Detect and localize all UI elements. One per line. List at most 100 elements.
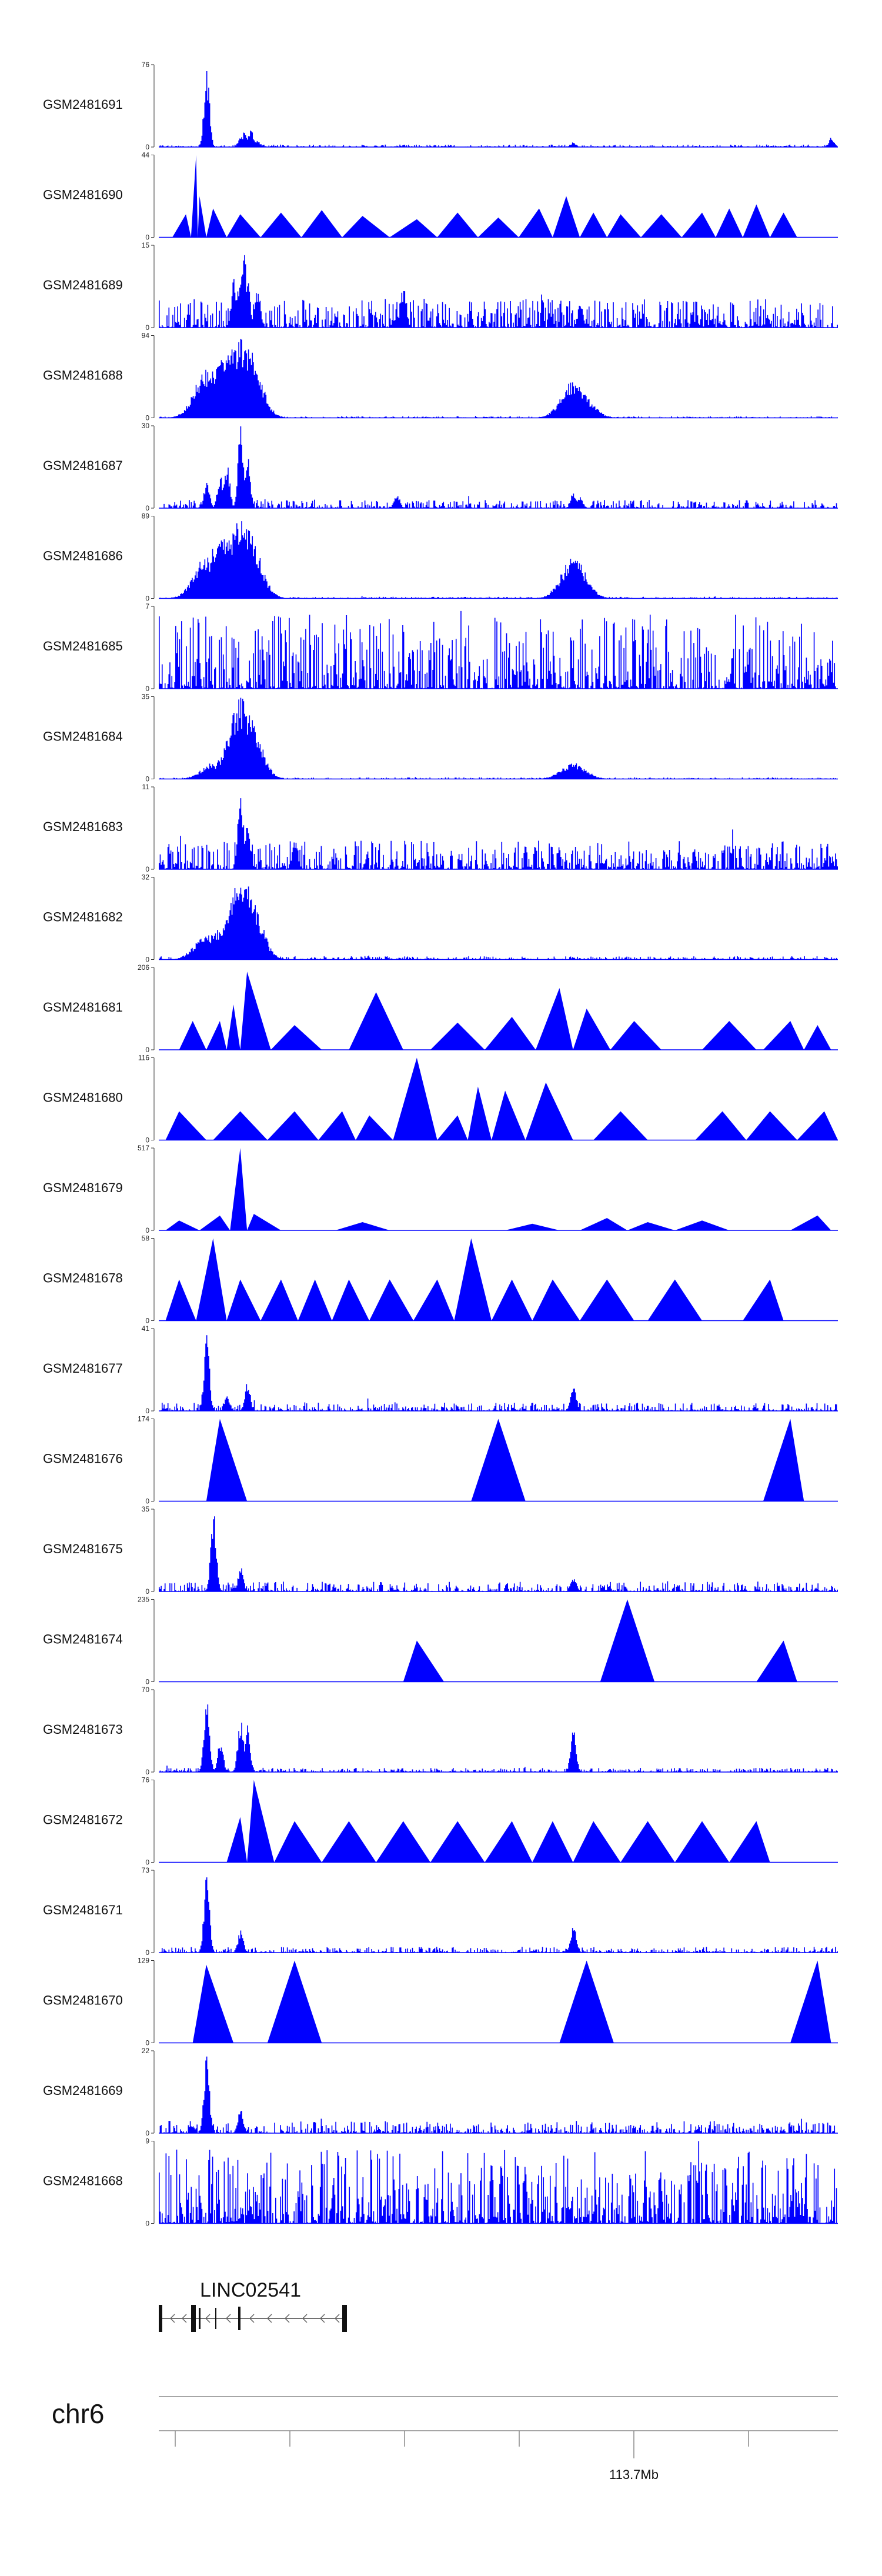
track-GSM2481676: GSM2481676 174 0 — [43, 1415, 838, 1506]
signal-peak — [260, 212, 302, 238]
y-min-label: 0 — [145, 775, 149, 783]
signal-peak — [165, 1279, 196, 1321]
signal-peak — [536, 988, 573, 1050]
y-min-label: 0 — [145, 143, 149, 151]
gene-exon — [342, 2305, 347, 2332]
signal-peak — [505, 1223, 560, 1230]
signal-area — [159, 521, 838, 599]
y-min-label: 0 — [145, 1226, 149, 1234]
signal-peak — [376, 1821, 430, 1863]
y-min-label: 0 — [145, 1317, 149, 1325]
signal-area — [159, 2056, 838, 2133]
signal-peak — [559, 1960, 614, 2043]
track-label: GSM2481669 — [43, 2083, 123, 2098]
signal-area — [159, 1704, 838, 1772]
signal-area — [159, 1335, 838, 1411]
signal-peak — [403, 1640, 445, 1682]
signal-peak — [226, 1005, 240, 1050]
signal-peak — [552, 196, 580, 238]
strand-arrow — [205, 2314, 211, 2323]
y-max-label: 206 — [138, 963, 149, 972]
signal-peak — [477, 217, 519, 238]
signal-peak — [335, 1222, 390, 1230]
gene-exon — [215, 2308, 216, 2329]
signal-peak — [763, 1419, 804, 1501]
axis-ticks — [175, 2431, 749, 2458]
track-label: GSM2481670 — [43, 1993, 123, 2008]
y-max-label: 517 — [138, 1144, 149, 1152]
signal-peak — [532, 1279, 580, 1321]
signal-peak — [573, 1821, 621, 1863]
signal-peak — [756, 1640, 797, 1682]
signal-peak — [226, 214, 261, 238]
signal-peak — [695, 1111, 747, 1140]
y-max-label: 35 — [142, 1505, 150, 1513]
track-GSM2481683: GSM2481683 11 0 — [43, 783, 838, 873]
y-min-label: 0 — [145, 2039, 149, 2047]
genome-axis: chr6 113.7Mb — [52, 2396, 838, 2482]
signal-peak — [681, 212, 716, 238]
signal-peak — [355, 1115, 393, 1140]
y-max-label: 129 — [138, 1957, 149, 1965]
track-label: GSM2481675 — [43, 1541, 123, 1556]
y-max-label: 32 — [142, 873, 150, 882]
track-label: GSM2481676 — [43, 1451, 123, 1466]
signal-peak — [790, 1215, 831, 1230]
signal-peak — [467, 1086, 492, 1140]
track-GSM2481669: GSM2481669 22 0 — [43, 2047, 838, 2137]
chromosome-label: chr6 — [52, 2398, 104, 2429]
gene-exons — [159, 2305, 347, 2332]
signal-peak — [172, 214, 191, 238]
signal-area — [159, 610, 838, 689]
gene-model: LINC02541 — [159, 2279, 347, 2332]
track-label: GSM2481674 — [43, 1632, 123, 1647]
signal-peak — [191, 155, 198, 238]
track-label: GSM2481682 — [43, 910, 123, 925]
signal-peak — [593, 1111, 648, 1140]
track-label: GSM2481691 — [43, 97, 123, 112]
signal-area — [159, 71, 838, 147]
signal-peak — [804, 1025, 831, 1050]
y-max-label: 70 — [142, 1686, 150, 1694]
track-GSM2481673: GSM2481673 70 0 — [43, 1686, 838, 1776]
signal-peak — [240, 972, 271, 1050]
track-GSM2481682: GSM2481682 32 0 — [43, 873, 838, 964]
y-min-label: 0 — [145, 323, 149, 332]
track-label: GSM2481685 — [43, 639, 123, 653]
track-GSM2481668: GSM2481668 9 0 — [43, 2137, 838, 2228]
signal-peak — [349, 992, 403, 1050]
y-min-label: 0 — [145, 865, 149, 873]
signal-peak — [716, 208, 743, 238]
signal-peak — [746, 1111, 797, 1140]
signal-peak — [332, 1279, 370, 1321]
y-max-label: 15 — [142, 241, 150, 249]
signal-peak — [485, 1821, 533, 1863]
track-GSM2481688: GSM2481688 94 0 — [43, 332, 838, 422]
track-GSM2481681: GSM2481681 206 0 — [43, 963, 838, 1054]
signal-peak — [213, 1111, 268, 1140]
signal-peak — [318, 1111, 356, 1140]
y-min-label: 0 — [145, 1948, 149, 1957]
signal-peak — [580, 212, 607, 238]
y-max-label: 41 — [142, 1324, 150, 1333]
track-label: GSM2481678 — [43, 1271, 123, 1286]
signal-peak — [485, 1017, 536, 1050]
y-max-label: 9 — [145, 2137, 149, 2145]
strand-arrow — [319, 2314, 325, 2323]
signal-peak — [369, 1279, 414, 1321]
signal-peak — [430, 1821, 485, 1863]
signal-peak — [199, 1215, 230, 1230]
y-min-label: 0 — [145, 504, 149, 512]
y-min-label: 0 — [145, 414, 149, 422]
track-GSM2481670: GSM2481670 129 0 — [43, 1957, 838, 2047]
signal-peak — [393, 1057, 437, 1140]
signal-peak — [770, 212, 797, 238]
signal-peak — [165, 1220, 200, 1230]
y-min-label: 0 — [145, 1046, 149, 1054]
signal-area — [159, 798, 838, 869]
signal-peak — [206, 208, 227, 238]
signal-peak — [437, 1115, 468, 1140]
track-label: GSM2481689 — [43, 278, 123, 292]
track-GSM2481677: GSM2481677 41 0 — [43, 1324, 838, 1415]
signal-peak — [627, 1222, 675, 1230]
